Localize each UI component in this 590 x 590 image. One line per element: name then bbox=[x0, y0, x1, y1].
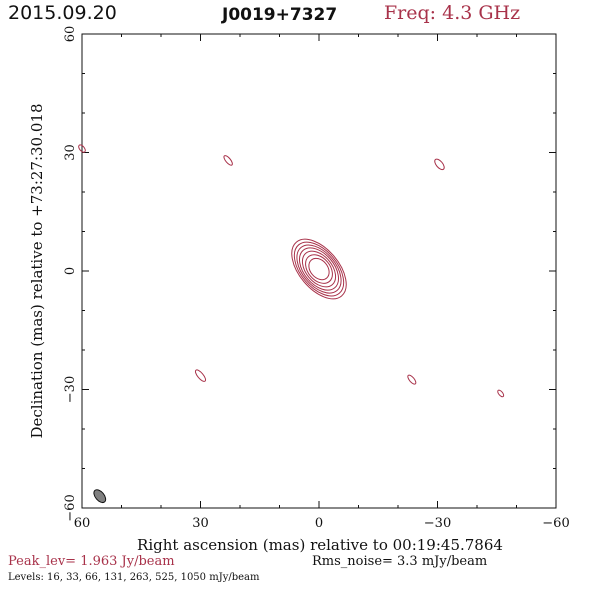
axis-ticks bbox=[81, 33, 557, 509]
y-tick-label: −60 bbox=[63, 494, 78, 521]
beam-layer bbox=[93, 489, 107, 504]
core-contour-ring bbox=[291, 238, 347, 300]
core-contour-ring bbox=[305, 254, 333, 284]
contour-layer bbox=[78, 144, 505, 398]
x-tick-labels: 60 30 0 −30 −60 bbox=[74, 516, 570, 531]
core-contour-ring bbox=[299, 247, 339, 291]
plot-frame bbox=[81, 33, 557, 509]
noise-contour bbox=[223, 155, 233, 166]
y-tick-label: 30 bbox=[63, 144, 78, 161]
rms-noise: Rms_noise= 3.3 mJy/beam bbox=[312, 554, 488, 569]
contour-levels: Levels: 16, 33, 66, 131, 263, 525, 1050 … bbox=[8, 572, 260, 583]
core-contour-ring bbox=[308, 257, 330, 281]
core-contour-ring bbox=[293, 241, 345, 297]
y-tick-label: 0 bbox=[63, 267, 78, 275]
x-tick-label: −30 bbox=[424, 516, 451, 531]
y-tick-label: 60 bbox=[63, 26, 78, 43]
x-tick-label: 30 bbox=[192, 516, 209, 531]
noise-contour bbox=[407, 374, 417, 385]
core-contour-ring bbox=[296, 244, 342, 294]
y-axis-label: Declination (mas) relative to +73:27:30.… bbox=[28, 103, 46, 438]
observation-date: 2015.09.20 bbox=[8, 2, 117, 24]
x-tick-label: −60 bbox=[542, 516, 569, 531]
peak-level: Peak_lev= 1.963 Jy/beam bbox=[8, 554, 175, 569]
x-axis-label: Right ascension (mas) relative to 00:19:… bbox=[137, 536, 503, 554]
source-name: J0019+7327 bbox=[222, 5, 338, 25]
x-tick-label: 60 bbox=[74, 516, 91, 531]
noise-contour bbox=[434, 158, 445, 171]
y-tick-labels: −60 −30 0 30 60 bbox=[63, 26, 78, 522]
x-tick-label: 0 bbox=[315, 516, 323, 531]
y-tick-label: −30 bbox=[63, 376, 78, 403]
noise-contour bbox=[497, 389, 505, 398]
noise-contour bbox=[78, 144, 86, 153]
frequency-label: Freq: 4.3 GHz bbox=[384, 2, 521, 24]
noise-contour bbox=[194, 369, 207, 382]
beam-ellipse bbox=[93, 489, 107, 504]
core-contour-ring bbox=[301, 250, 337, 288]
